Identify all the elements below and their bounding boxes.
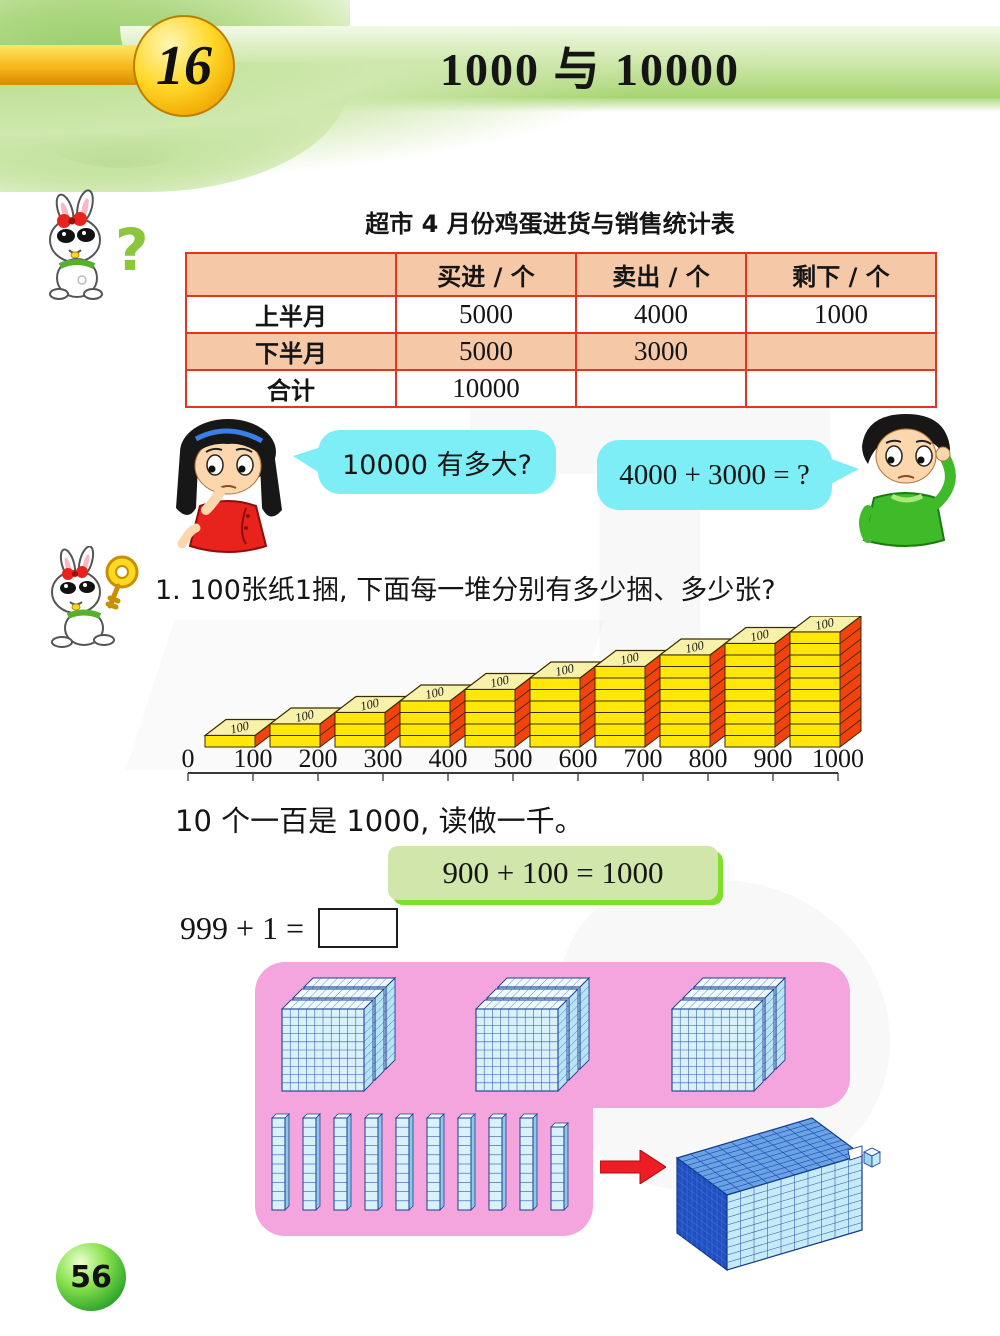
number-line-scale [187,772,839,781]
table-title: 超市 4 月份鸡蛋进货与销售统计表 [365,210,735,238]
answer-box [318,908,399,948]
red-arrow-icon [600,1150,666,1184]
exercise-expression: 999 + 1 = [180,909,305,946]
axis-label-800: 800 [688,744,728,773]
speech-tail [829,458,859,485]
row-label: 下半月 [185,332,397,371]
table-row: 合计 10000 [185,369,937,408]
speech-tail [293,447,321,474]
boy-illustration [859,414,956,547]
rabbit-question-mascot: ? [49,189,149,300]
svg-text:100: 100 [684,638,706,656]
girl-speech-text: 10000 有多大? [342,449,532,481]
axis-label-300: 300 [363,744,403,773]
row-label: 上半月 [185,295,397,334]
bundle-stacks-diagram: 100 100 100 100 100 100 100 100 100 100 [203,616,862,749]
svg-text:?: ? [115,216,149,284]
egg-statistics-table: 买进 / 个 卖出 / 个 剩下 / 个 上半月 5000 4000 1000 … [185,252,937,408]
axis-label-600: 600 [558,744,598,773]
table-row: 上半月 5000 4000 1000 [185,295,937,334]
row-label: 合计 [185,369,397,408]
table-header-sold: 卖出 / 个 [575,252,747,297]
question1-text: 1. 100张纸1捆, 下面每一堆分别有多少捆、多少张? [155,575,776,606]
boy-speech-bubble: 4000 + 3000 = ? [597,440,832,510]
statement-text: 10 个一百是 1000, 读做一千。 [175,804,584,838]
lesson-number-badge: 16 [133,15,235,117]
axis-label-100: 100 [233,744,273,773]
ten-rods-diagram [271,1113,569,1211]
rabbit-key-mascot [51,546,139,648]
page-number: 56 [70,1259,112,1295]
exercise-row: 999 + 1 = [180,908,399,948]
svg-text:100: 100 [424,684,446,702]
page-title: 1000 与 10000 [440,44,740,95]
axis-label-500: 500 [493,744,533,773]
page-number-badge: 56 [56,1243,126,1311]
girl-illustration [176,419,282,553]
lesson-number: 16 [156,35,212,97]
number-line-labels: 0 100 200 300 400 500 600 700 800 900 1000 [182,744,865,776]
svg-text:100: 100 [359,696,381,714]
cell-value [745,332,937,371]
axis-label-1000: 1000 [812,744,864,773]
cell-value: 10000 [395,369,577,408]
axis-label-700: 700 [623,744,663,773]
gold-bar [0,45,142,85]
axis-label-200: 200 [298,744,338,773]
boy-speech-text: 4000 + 3000 = ? [619,458,810,491]
svg-text:100: 100 [229,719,251,737]
svg-text:100: 100 [294,707,316,725]
table-header-bought: 买进 / 个 [395,252,577,297]
cell-value: 3000 [575,332,747,371]
svg-text:100: 100 [554,661,576,679]
svg-text:100: 100 [749,627,771,645]
equation-text: 900 + 100 = 1000 [442,855,664,890]
cell-value [575,369,747,408]
cell-value [745,369,937,408]
table-row: 下半月 5000 3000 [185,332,937,371]
cell-value: 5000 [395,295,577,334]
girl-speech-bubble: 10000 有多大? [318,430,556,494]
svg-text:100: 100 [814,616,836,633]
cell-value: 1000 [745,295,937,334]
cell-value: 4000 [575,295,747,334]
axis-label-900: 900 [753,744,793,773]
svg-text:100: 100 [619,650,641,668]
table-header-left: 剩下 / 个 [745,252,937,297]
axis-label-400: 400 [428,744,468,773]
axis-label-0: 0 [181,744,195,773]
cell-value: 5000 [395,332,577,371]
hundred-flats-diagram [280,976,787,1093]
thousand-cube-diagram [675,1117,881,1272]
svg-text:100: 100 [489,673,511,691]
equation-box: 900 + 100 = 1000 [388,846,718,900]
table-header-blank [185,252,397,297]
table-header-row: 买进 / 个 卖出 / 个 剩下 / 个 [185,252,937,297]
